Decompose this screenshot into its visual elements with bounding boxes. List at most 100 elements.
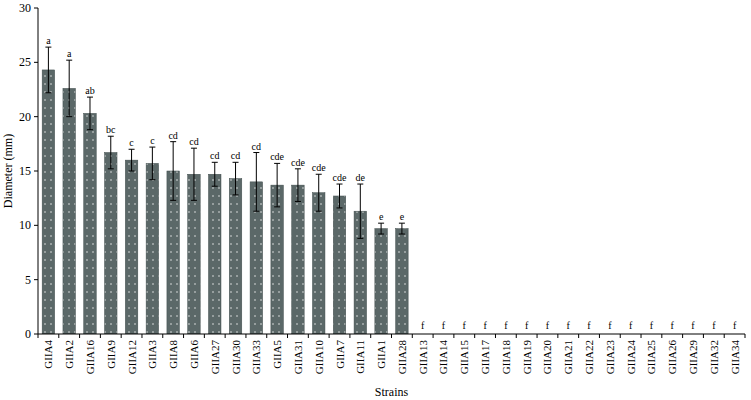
y-tick-label: 25 — [19, 55, 31, 69]
x-tick — [578, 334, 579, 338]
x-tick — [370, 334, 371, 338]
group-letter: c — [129, 137, 134, 148]
group-letter: cd — [168, 130, 177, 141]
bar — [105, 153, 117, 334]
y-tick — [34, 334, 38, 335]
x-tick — [287, 334, 288, 338]
x-tick-label: GIIA6 — [188, 340, 200, 369]
x-tick-label: GIIA30 — [230, 340, 242, 375]
x-tick-label: GIIA10 — [313, 340, 325, 375]
x-tick-label: GIIA31 — [292, 340, 304, 374]
x-tick — [516, 334, 517, 338]
x-tick-label: GIIA29 — [687, 340, 699, 375]
x-tick-label: GIIA4 — [42, 340, 54, 369]
x-tick — [183, 334, 184, 338]
group-letter: f — [525, 320, 529, 331]
error-bar — [191, 148, 197, 200]
error-bar — [149, 147, 155, 180]
bar — [125, 160, 137, 334]
error-bar — [253, 153, 259, 212]
error-bar — [295, 169, 301, 202]
x-tick-label: GIIA12 — [126, 340, 138, 374]
x-tick-label: GIIA9 — [105, 340, 117, 369]
x-tick-label: GIIA1 — [375, 340, 387, 369]
x-tick — [245, 334, 246, 338]
x-tick — [682, 334, 683, 338]
x-tick — [391, 334, 392, 338]
group-letter: de — [356, 172, 366, 183]
x-tick — [79, 334, 80, 338]
x-tick-label: GIIA25 — [645, 340, 657, 375]
x-tick-label: GIIA5 — [271, 340, 283, 369]
x-tick-label: GIIA3 — [146, 340, 158, 369]
y-tick-label: 10 — [19, 218, 31, 232]
group-letter: cd — [231, 150, 240, 161]
group-letter: f — [712, 320, 716, 331]
x-tick — [38, 334, 39, 338]
x-tick — [121, 334, 122, 338]
x-tick — [225, 334, 226, 338]
x-tick — [703, 334, 704, 338]
group-letter: f — [733, 320, 737, 331]
x-tick — [412, 334, 413, 338]
x-tick — [349, 334, 350, 338]
x-tick-label: GIIA34 — [729, 340, 741, 375]
x-tick — [204, 334, 205, 338]
bar — [375, 229, 387, 334]
bar — [292, 185, 304, 334]
group-letter: e — [379, 211, 384, 222]
x-tick — [661, 334, 662, 338]
x-tick-label: GIIA27 — [209, 340, 221, 375]
bar — [271, 185, 283, 334]
group-letter: cd — [210, 150, 219, 161]
chart: 051015202530aaabbccccdcdcdcdcdcdecdecdec… — [0, 0, 751, 400]
group-letter: ab — [85, 85, 94, 96]
y-tick — [34, 171, 38, 172]
group-letter: f — [567, 320, 571, 331]
y-tick-label: 0 — [25, 327, 31, 341]
y-tick — [34, 62, 38, 63]
y-axis-label: Diameter (mm) — [1, 134, 15, 208]
x-tick — [599, 334, 600, 338]
x-tick — [266, 334, 267, 338]
group-letter: f — [629, 320, 633, 331]
x-tick — [329, 334, 330, 338]
group-letter: cd — [189, 136, 198, 147]
x-tick — [162, 334, 163, 338]
x-tick-label: GIIA19 — [521, 340, 533, 375]
group-letter: f — [463, 320, 467, 331]
x-tick-label: GIIA13 — [417, 340, 429, 375]
x-tick — [620, 334, 621, 338]
group-letter: f — [442, 320, 446, 331]
group-letter: cde — [312, 162, 326, 173]
x-tick — [495, 334, 496, 338]
x-tick — [141, 334, 142, 338]
group-letter: cde — [291, 157, 305, 168]
bar — [63, 88, 75, 334]
group-letter: a — [67, 48, 72, 59]
x-tick-label: GIIA22 — [583, 340, 595, 374]
error-bar — [108, 136, 114, 169]
y-tick-label: 20 — [19, 110, 31, 124]
group-letter: f — [483, 320, 487, 331]
error-bar — [87, 97, 93, 130]
bars — [42, 47, 408, 334]
group-letter: f — [421, 320, 425, 331]
x-tick-label: GIIA16 — [84, 340, 96, 375]
group-letter: f — [608, 320, 612, 331]
x-tick-label: GIIA33 — [250, 340, 262, 375]
y-tick-label: 15 — [19, 164, 31, 178]
x-tick — [58, 334, 59, 338]
group-letter: f — [546, 320, 550, 331]
y-tick — [34, 225, 38, 226]
y-tick — [34, 8, 38, 9]
x-tick-label: GIIA28 — [396, 340, 408, 375]
x-tick-label: GIIA14 — [437, 340, 449, 375]
x-tick-label: GIIA2 — [63, 340, 75, 369]
x-tick-label: GIIA17 — [479, 340, 491, 375]
x-tick-label: GIIA21 — [562, 340, 574, 374]
group-letter: f — [671, 320, 675, 331]
bar — [312, 193, 324, 334]
group-letter: cde — [270, 151, 284, 162]
error-bar — [357, 184, 363, 238]
